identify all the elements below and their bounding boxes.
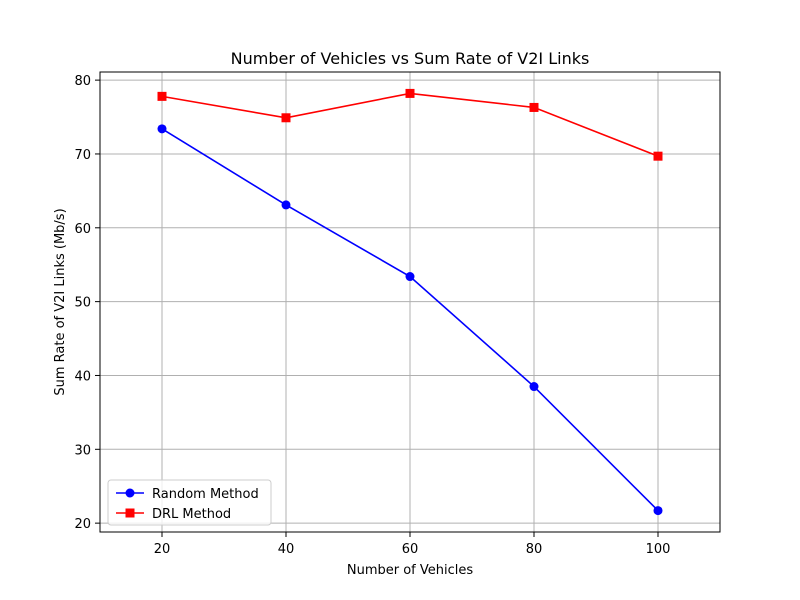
y-tick-label: 70 <box>74 148 91 163</box>
y-tick-label: 40 <box>74 369 91 384</box>
x-tick-label: 20 <box>154 542 171 557</box>
legend-label: Random Method <box>152 487 259 502</box>
series-layer <box>157 88 663 516</box>
data-point <box>529 102 539 112</box>
x-tick-label: 40 <box>278 542 295 557</box>
grid <box>100 72 720 532</box>
y-tick-label: 30 <box>74 443 91 458</box>
data-point <box>405 88 415 98</box>
x-tick-label: 80 <box>526 542 543 557</box>
legend-box <box>107 479 272 526</box>
legend: Random Method DRL Method <box>107 479 272 526</box>
legend-marker <box>125 508 135 518</box>
ticks: 20 40 60 80 100 20 30 40 50 60 70 80 <box>74 74 670 557</box>
legend-marker <box>125 488 135 498</box>
y-tick-label: 60 <box>74 222 91 237</box>
y-tick-label: 50 <box>74 296 91 311</box>
data-point <box>653 506 663 516</box>
legend-item: DRL Method <box>116 507 231 522</box>
legend-label: DRL Method <box>152 507 231 522</box>
data-point <box>281 113 291 123</box>
y-tick-label: 20 <box>74 517 91 532</box>
series-drl-method <box>157 88 663 161</box>
data-point <box>157 124 167 134</box>
data-point <box>157 91 167 101</box>
legend-item: Random Method <box>116 487 259 502</box>
chart-title: Number of Vehicles vs Sum Rate of V2I Li… <box>231 49 590 68</box>
data-point <box>529 382 539 392</box>
data-point <box>653 151 663 161</box>
y-tick-label: 80 <box>74 74 91 89</box>
x-tick-label: 100 <box>646 542 671 557</box>
x-axis-label: Number of Vehicles <box>347 563 474 578</box>
y-axis-label: Sum Rate of V2I Links (Mb/s) <box>53 208 68 395</box>
x-tick-label: 60 <box>402 542 419 557</box>
data-point <box>281 200 291 210</box>
data-point <box>405 272 415 282</box>
series-random-method <box>157 124 663 516</box>
